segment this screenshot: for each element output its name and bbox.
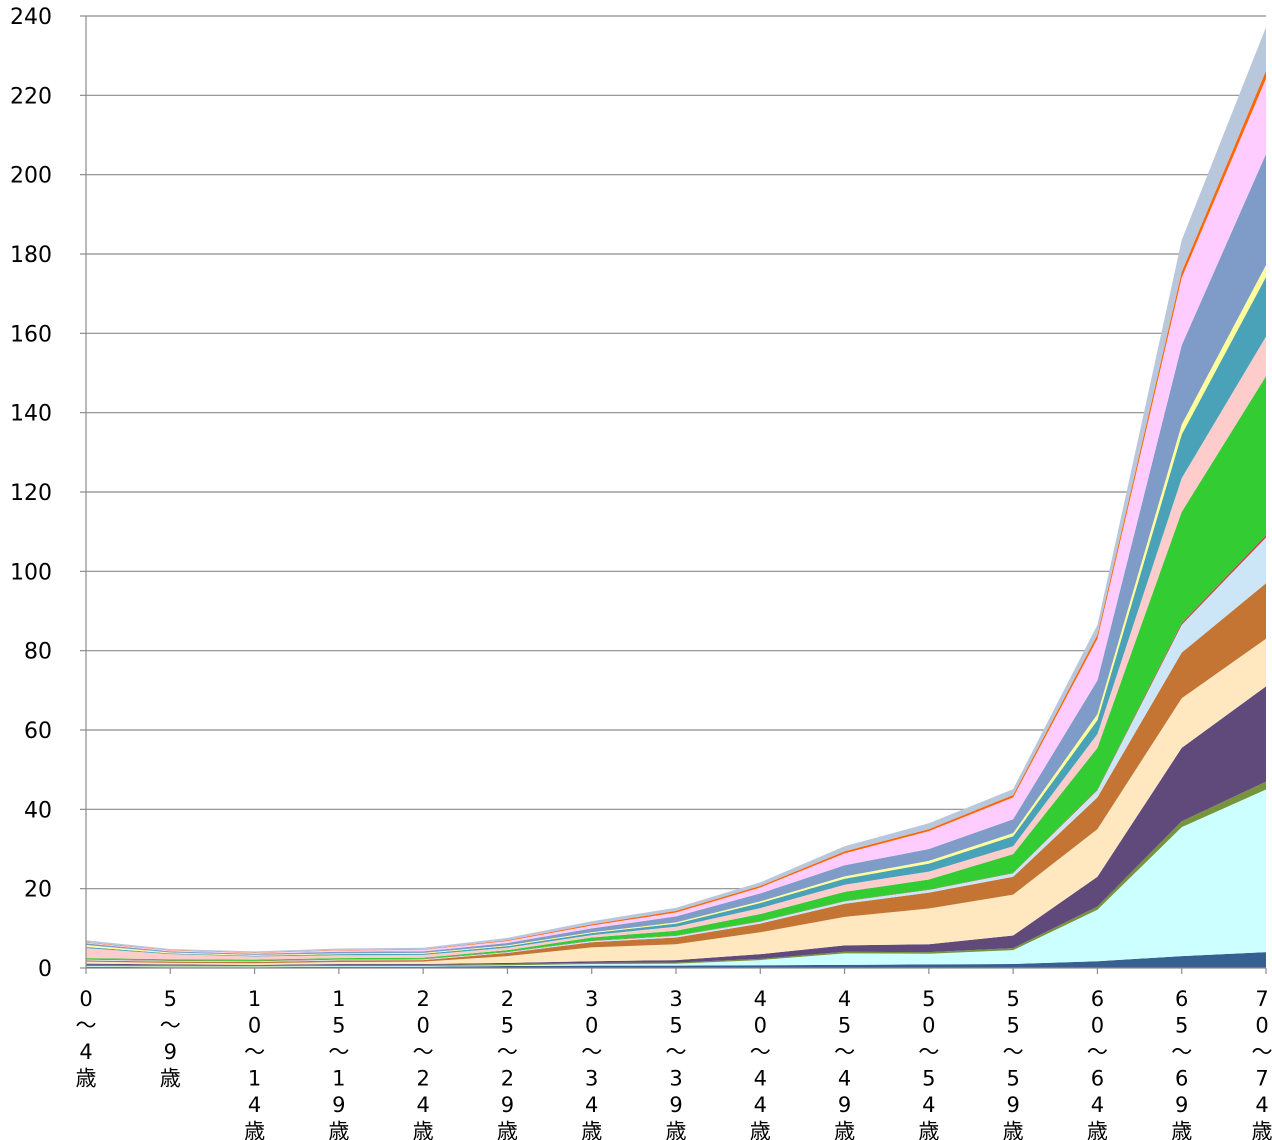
axes [80,15,1267,974]
x-tick-label: 1 0 ～ 1 4 歳 [244,987,265,1140]
x-tick-label: 5 0 ～ 5 4 歳 [918,987,939,1140]
y-tick-label: 60 [24,719,52,744]
y-tick-label: 120 [10,481,52,506]
y-tick-label: 180 [10,243,52,268]
x-tick-label: 0 ～ 4 歳 [76,987,97,1091]
x-tick-label: 4 0 ～ 4 4 歳 [750,987,771,1140]
x-tick-label: 1 5 ～ 1 9 歳 [328,987,349,1140]
x-tick-labels: 0 ～ 4 歳 5 ～ 9 歳 1 0 ～ 1 4 歳 1 5 ～ 1 9 歳 2 0 ～ 2 4 歳 2 5 ～ 2 9 歳 3 0 ～ 3 4 歳 3 5… [76,987,1272,1140]
y-tick-label: 140 [10,402,52,427]
x-tick-label: 3 0 ～ 3 4 歳 [581,987,602,1140]
y-tick-label: 20 [24,878,52,903]
x-tick-label: 6 5 ～ 6 9 歳 [1171,987,1192,1140]
y-tick-label: 200 [10,164,52,189]
gridlines [86,15,1266,890]
x-tick-label: 7 0 ～ 7 4 歳 [1252,987,1272,1140]
y-tick-label: 80 [24,640,52,665]
y-tick-label: 240 [10,5,52,30]
y-tick-label: 220 [10,84,52,109]
y-tick-labels: 0 20 40 60 80 100 120 140 160 180 200 220 240 [10,5,52,982]
y-tick-label: 100 [10,560,52,585]
series-areas [86,27,1266,968]
series-area-2 [86,789,1266,968]
x-tick-label: 5 5 ～ 5 9 歳 [1003,987,1024,1140]
x-tick-label: 2 5 ～ 2 9 歳 [497,987,518,1140]
y-tick-label: 0 [38,957,52,982]
x-tick-label: 6 0 ～ 6 4 歳 [1087,987,1108,1140]
x-tick-label: 2 0 ～ 2 4 歳 [413,987,434,1140]
x-tick-label: 4 5 ～ 4 9 歳 [834,987,855,1140]
y-tick-label: 160 [10,322,52,347]
x-tick-label: 5 ～ 9 歳 [160,987,181,1091]
x-tick-label: 3 5 ～ 3 9 歳 [666,987,687,1140]
y-tick-label: 40 [24,798,52,823]
series-area-1 [86,952,1266,968]
